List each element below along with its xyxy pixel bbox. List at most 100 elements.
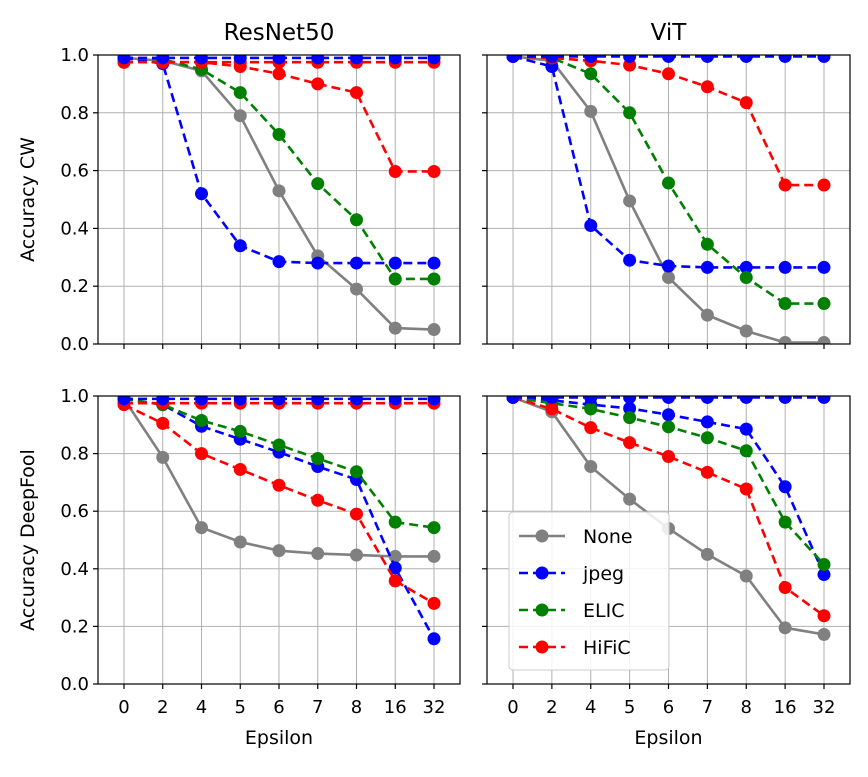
x-tick-label: 6 (273, 697, 284, 718)
axes-frame (97, 395, 461, 685)
data-point (311, 396, 325, 406)
data-point (427, 164, 441, 178)
data-point (700, 396, 714, 404)
panel-vit-cw: ViT (482, 20, 851, 349)
y-tick-label: 0.6 (60, 161, 89, 182)
tick-marks (93, 395, 435, 689)
data-point (427, 256, 441, 270)
data-point (388, 515, 402, 529)
data-point (700, 465, 714, 479)
data-point (739, 96, 753, 110)
data-point (350, 548, 363, 562)
y-tick-label: 0.8 (60, 103, 89, 124)
data-point (817, 568, 831, 582)
x-tick-label: 32 (423, 697, 446, 718)
data-point (739, 324, 753, 338)
data-point (662, 176, 675, 190)
data-point (427, 632, 441, 646)
data-point (817, 297, 831, 311)
data-point (739, 55, 753, 63)
data-point (662, 420, 675, 434)
tick-marks (482, 54, 825, 349)
data-point (388, 321, 402, 335)
data-point (233, 396, 247, 406)
legend: None jpeg ELIC HiFiC (508, 511, 670, 671)
data-point (739, 271, 753, 285)
tick-marks (93, 54, 435, 349)
data-point (427, 323, 441, 337)
data-point (817, 557, 831, 571)
legend-entry-hific: HiFiC (519, 637, 631, 659)
data-point (584, 67, 598, 81)
data-point (350, 282, 363, 296)
legend-entry-none: None (519, 526, 633, 548)
legend-marker (535, 529, 549, 543)
series-jpeg-flat (117, 396, 441, 406)
legend-label: HiFiC (583, 637, 631, 659)
axes-frame (486, 54, 851, 345)
x-tick-label: 5 (235, 697, 246, 718)
data-point (233, 109, 247, 123)
series-line (123, 397, 436, 640)
grid-lines (98, 54, 460, 345)
data-point (584, 421, 598, 435)
data-point (388, 574, 402, 588)
data-point (545, 55, 559, 63)
data-point (156, 55, 170, 65)
data-point (778, 336, 792, 344)
panels-layer: 0.0 0.2 0.4 0.6 0.8 1.0 ResNet50 Accuracy CW ViT… (17, 20, 851, 749)
x-tick-label: 7 (312, 697, 323, 718)
data-point (272, 396, 286, 406)
data-point (427, 596, 441, 610)
data-point (817, 260, 831, 274)
data-point (700, 260, 714, 274)
panel-vit-deepfool: 0 2 4 5 6 7 8 16 32 Epsilon None jpeg ELIC HiFiC (482, 395, 851, 749)
y-tick-label: 0.0 (60, 674, 89, 695)
data-point (272, 127, 286, 141)
data-point (584, 460, 598, 474)
y-tick-label: 1.0 (60, 386, 89, 407)
data-point (739, 569, 753, 583)
data-point (311, 55, 325, 65)
y-tick-label: 0.0 (60, 334, 89, 355)
x-tick-label: 6 (663, 697, 674, 718)
data-point (388, 164, 402, 178)
data-point (195, 413, 208, 427)
legend-entry-elic: ELIC (519, 600, 624, 622)
data-point (584, 219, 598, 233)
data-point (584, 402, 598, 416)
data-point (662, 259, 675, 273)
data-point (739, 422, 753, 436)
data-point (739, 482, 753, 496)
data-point (350, 465, 363, 479)
data-point (388, 256, 402, 270)
data-point (623, 253, 637, 267)
plot-area (506, 55, 831, 344)
data-point (739, 260, 753, 274)
y-axis-label: Accuracy DeepFool (17, 449, 39, 631)
data-point (388, 55, 402, 65)
y-axis-label: Accuracy CW (17, 137, 39, 262)
data-point (700, 308, 714, 322)
data-point (272, 255, 286, 269)
y-tick-label: 0.2 (60, 276, 89, 297)
x-tick-label: 8 (741, 697, 752, 718)
x-tick-label: 8 (351, 697, 362, 718)
data-point (195, 187, 208, 201)
tick-marks (482, 395, 825, 689)
series-jpeg-flat (117, 55, 441, 65)
x-tick-label: 4 (585, 697, 596, 718)
data-point (388, 272, 402, 286)
data-point (350, 213, 363, 227)
data-point (388, 396, 402, 406)
series-line (123, 56, 434, 281)
y-tick-label: 0.2 (60, 616, 89, 637)
data-point (623, 106, 637, 120)
data-point (195, 521, 208, 535)
data-point (778, 260, 792, 274)
data-point (233, 462, 247, 476)
data-point (156, 416, 170, 430)
data-point (662, 67, 675, 81)
data-point (778, 621, 792, 635)
